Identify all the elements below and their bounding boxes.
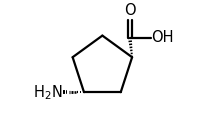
Text: H$_2$N: H$_2$N [33,83,62,102]
Text: O: O [124,3,136,18]
Text: OH: OH [151,30,174,45]
